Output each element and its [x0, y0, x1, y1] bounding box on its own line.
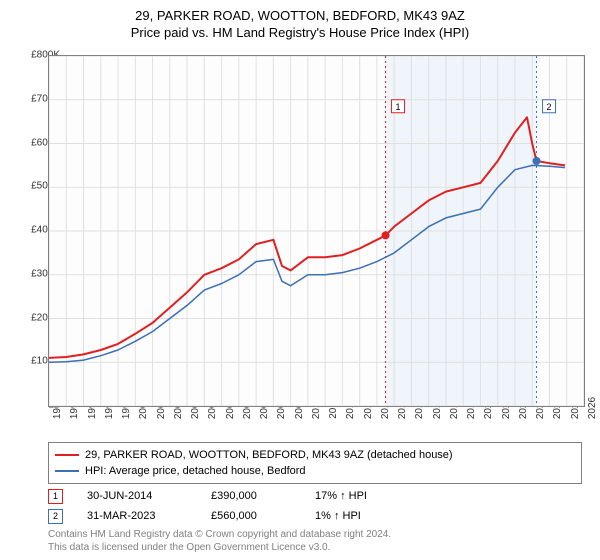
sale-badge-2: 2: [48, 509, 63, 524]
title-address: 29, PARKER ROAD, WOOTTON, BEDFORD, MK43 …: [0, 8, 600, 23]
legend-swatch-price-paid: [55, 454, 79, 456]
chart-plot-area: 12: [48, 55, 585, 407]
footer-attribution: Contains HM Land Registry data © Crown c…: [48, 528, 582, 554]
legend-row-2: HPI: Average price, detached house, Bedf…: [55, 463, 575, 479]
sale-price-2: £560,000: [211, 506, 291, 526]
sale-row-1: 1 30-JUN-2014 £390,000 17% ↑ HPI: [48, 486, 582, 506]
sale-records: 1 30-JUN-2014 £390,000 17% ↑ HPI 2 31-MA…: [48, 486, 582, 526]
legend-label-price-paid: 29, PARKER ROAD, WOOTTON, BEDFORD, MK43 …: [85, 447, 453, 463]
title-subtitle: Price paid vs. HM Land Registry's House …: [0, 25, 600, 40]
sale-price-1: £390,000: [211, 486, 291, 506]
title-block: 29, PARKER ROAD, WOOTTON, BEDFORD, MK43 …: [0, 0, 600, 40]
sale-pct-1: 17% ↑ HPI: [315, 486, 395, 506]
legend-swatch-hpi: [55, 470, 79, 472]
chart-svg: 12: [49, 56, 584, 406]
svg-text:2: 2: [547, 102, 552, 112]
sale-pct-2: 1% ↑ HPI: [315, 506, 395, 526]
legend-label-hpi: HPI: Average price, detached house, Bedf…: [85, 463, 306, 479]
svg-text:1: 1: [396, 102, 401, 112]
sale-date-1: 30-JUN-2014: [87, 486, 187, 506]
sale-date-2: 31-MAR-2023: [87, 506, 187, 526]
legend-row-1: 29, PARKER ROAD, WOOTTON, BEDFORD, MK43 …: [55, 447, 575, 463]
footer-line-1: Contains HM Land Registry data © Crown c…: [48, 528, 582, 541]
chart-container: 29, PARKER ROAD, WOOTTON, BEDFORD, MK43 …: [0, 0, 600, 560]
x-tick-label: 2026: [587, 397, 598, 419]
sale-row-2: 2 31-MAR-2023 £560,000 1% ↑ HPI: [48, 506, 582, 526]
footer-line-2: This data is licensed under the Open Gov…: [48, 541, 582, 554]
legend-box: 29, PARKER ROAD, WOOTTON, BEDFORD, MK43 …: [48, 442, 582, 484]
sale-badge-1: 1: [48, 489, 63, 504]
